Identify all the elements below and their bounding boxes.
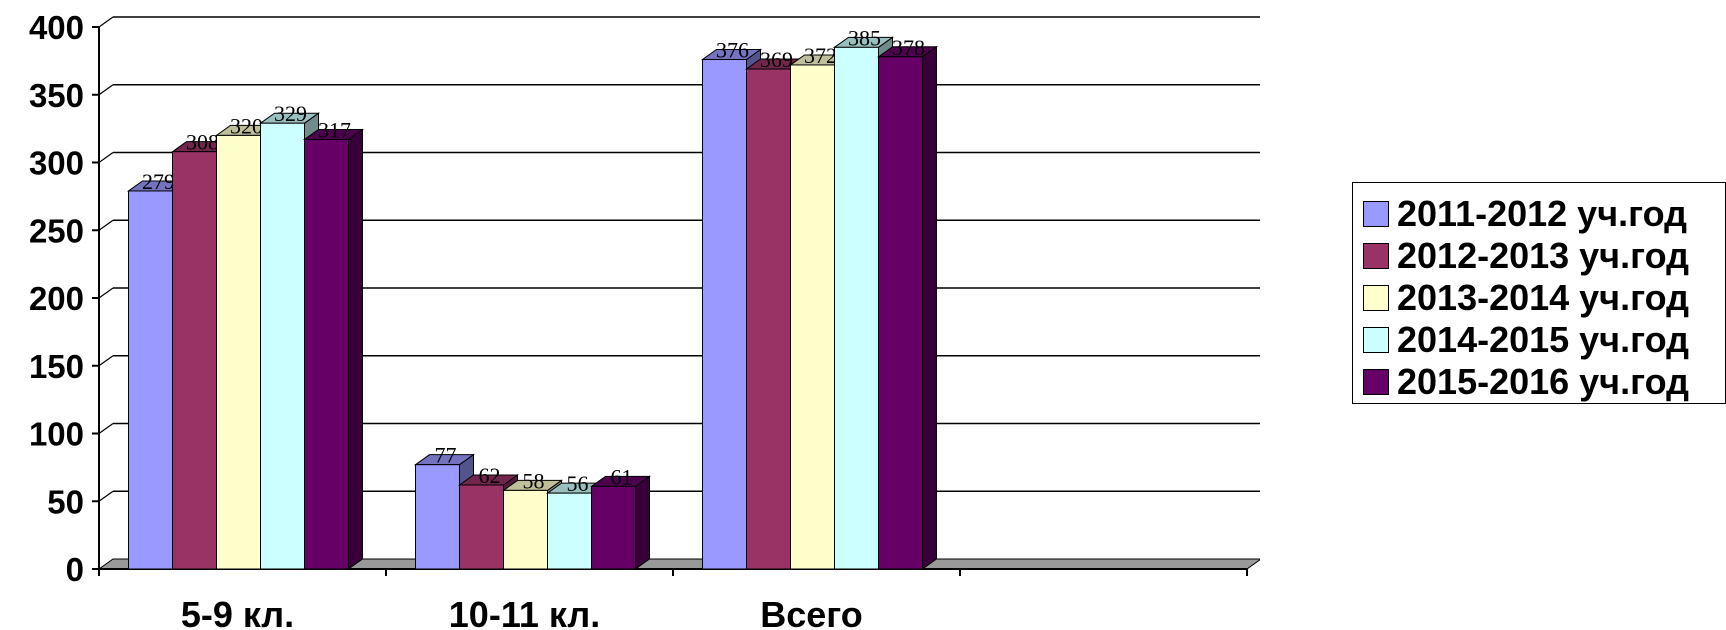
category-label: 5-9 кл. (181, 594, 294, 630)
data-label: 77 (435, 443, 457, 468)
bar-front (216, 134, 261, 570)
y-tick-label: 300 (29, 145, 84, 182)
bar-front (415, 464, 460, 570)
y-tick-label: 150 (29, 348, 84, 385)
legend-item: 2012-2013 уч.год (1363, 232, 1689, 280)
category-label: Всего (760, 594, 863, 630)
gridline-side (98, 423, 114, 434)
bar-front (746, 68, 791, 570)
bar-side (635, 475, 650, 570)
bar-front (834, 46, 879, 570)
y-tick-label: 250 (29, 212, 84, 249)
data-label: 376 (716, 38, 749, 63)
data-label: 61 (611, 464, 633, 489)
y-tick-label: 100 (29, 416, 84, 453)
gridline-side (98, 84, 114, 96)
data-label: 378 (892, 35, 925, 60)
bar-front (878, 56, 923, 570)
legend-swatch (1363, 285, 1389, 311)
data-label: 385 (848, 25, 881, 50)
y-tick-label: 200 (29, 280, 84, 317)
legend: 2011-2012 уч.год 2012-2013 уч.год 2013-201… (1352, 182, 1726, 404)
legend-swatch (1363, 243, 1389, 269)
data-label: 308 (186, 130, 219, 155)
data-label: 56 (567, 471, 589, 496)
legend-item: 2015-2016 уч.год (1363, 358, 1689, 403)
data-label: 369 (760, 47, 793, 72)
gridline-side (98, 287, 114, 299)
legend-label: 2012-2013 уч.год (1397, 235, 1689, 276)
legend-label: 2014-2015 уч.год (1397, 319, 1689, 360)
legend-label: 2011-2012 уч.год (1397, 193, 1687, 234)
legend-label: 2013-2014 уч.год (1397, 277, 1689, 318)
data-label: 279 (142, 169, 175, 194)
bar-side (348, 128, 363, 570)
bar-front (459, 484, 504, 570)
y-tick-label: 400 (29, 9, 84, 46)
gridline-side (98, 219, 114, 231)
gridline-side (98, 16, 114, 28)
legend-item: 2013-2014 уч.год (1363, 274, 1689, 322)
bar-front (591, 485, 636, 570)
gridline-side (98, 490, 114, 502)
legend-item: 2011-2012 уч.год (1363, 190, 1687, 238)
bar-chart: 0 50 100 150 200 250 300 350 400 5-9 кл. 10-11 кл.… (29, 9, 1260, 630)
bar (589, 475, 652, 570)
y-tick-label: 350 (29, 77, 84, 114)
legend-swatch (1363, 201, 1389, 227)
legend-swatch (1363, 327, 1389, 353)
bar-front (503, 489, 548, 570)
legend-swatch (1363, 369, 1389, 395)
gridline-side (98, 355, 114, 367)
bar-front (702, 59, 747, 570)
bar-front (790, 64, 835, 570)
y-tick-label: 50 (47, 483, 84, 520)
legend-item: 2014-2015 уч.год (1363, 316, 1689, 364)
data-label: 317 (318, 117, 351, 142)
data-label: 58 (523, 468, 545, 493)
y-tick-label: 0 (66, 551, 84, 588)
bar-front (547, 492, 592, 570)
bar-front (304, 138, 349, 570)
bar-front (260, 122, 305, 570)
category-label: 10-11 кл. (449, 594, 600, 630)
bar (302, 128, 365, 570)
data-label: 62 (479, 463, 501, 488)
bar-side (922, 45, 937, 570)
data-label: 372 (804, 43, 837, 68)
bar (876, 45, 939, 570)
data-label: 329 (274, 101, 307, 126)
gridline-side (98, 152, 114, 163)
bar-front (172, 151, 217, 570)
legend-label: 2015-2016 уч.год (1397, 361, 1689, 402)
bar-front (128, 190, 173, 570)
data-label: 320 (230, 113, 263, 138)
